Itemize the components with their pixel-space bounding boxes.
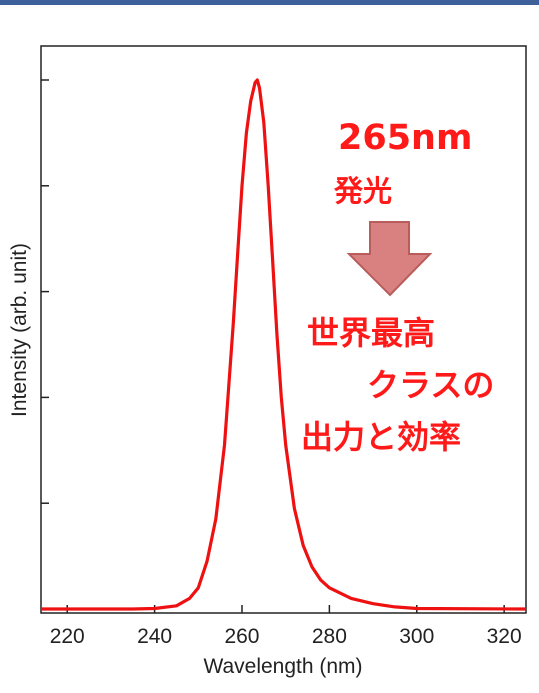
down-arrow-icon: [346, 221, 433, 297]
result-callout-line1: 世界最高: [307, 314, 436, 352]
x-tick-label-240: 240: [137, 625, 172, 648]
x-tick-label-300: 300: [399, 625, 434, 648]
emission-callout: 発光: [334, 174, 393, 208]
result-callout-line2: クラスの: [367, 366, 495, 404]
y-axis-label: Intensity (arb. unit): [8, 243, 31, 417]
header-banner-bar: [0, 0, 539, 5]
result-callout-line3: 出力と効率: [301, 418, 462, 456]
x-tick-label-320: 320: [487, 625, 522, 648]
x-tick-label-280: 280: [312, 625, 347, 648]
x-tick-label-220: 220: [50, 625, 85, 648]
x-axis-tick-labels: 220 240 260 280 300 320: [50, 625, 522, 648]
x-axis-label: Wavelength (nm): [203, 655, 362, 678]
plot-frame: [40, 45, 527, 614]
spectrum-line: [41, 78, 527, 611]
x-tick-label-260: 260: [224, 625, 259, 648]
wavelength-callout: 265nm: [338, 118, 473, 158]
